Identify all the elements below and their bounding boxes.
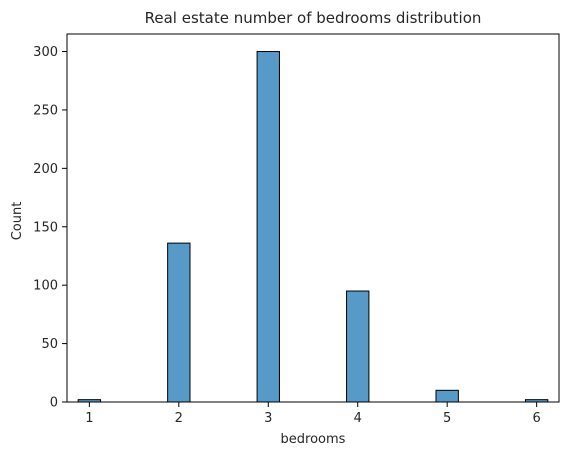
bars-layer xyxy=(77,51,549,403)
x-tick-label: 6 xyxy=(532,411,540,426)
y-axis-ticks: 0 50 100 150 200 250 300 xyxy=(33,45,67,411)
x-tick-label: 3 xyxy=(264,411,272,426)
y-tick-label: 200 xyxy=(33,162,58,177)
y-tick-label: 300 xyxy=(33,45,58,60)
y-tick-label: 100 xyxy=(33,279,58,294)
chart-title: Real estate number of bedrooms distribut… xyxy=(145,9,482,27)
x-tick-label: 1 xyxy=(85,411,93,426)
plot-frame xyxy=(66,33,560,403)
y-tick-label: 250 xyxy=(33,103,58,118)
bar-bedrooms-5 xyxy=(435,389,459,403)
bar-bedrooms-2 xyxy=(167,242,191,403)
y-tick-label: 150 xyxy=(33,220,58,235)
x-tick-label: 5 xyxy=(443,411,451,426)
y-axis-label: Count xyxy=(10,202,25,241)
x-tick-label: 4 xyxy=(354,411,362,426)
y-tick-label: 50 xyxy=(41,337,58,352)
bar-bedrooms-4 xyxy=(346,290,370,403)
x-tick-label: 2 xyxy=(175,411,183,426)
x-axis-ticks: 1 2 3 4 5 6 xyxy=(85,402,541,426)
x-axis-label: bedrooms xyxy=(281,432,346,447)
bar-bedrooms-3 xyxy=(256,51,280,403)
y-tick-label: 0 xyxy=(50,396,58,411)
